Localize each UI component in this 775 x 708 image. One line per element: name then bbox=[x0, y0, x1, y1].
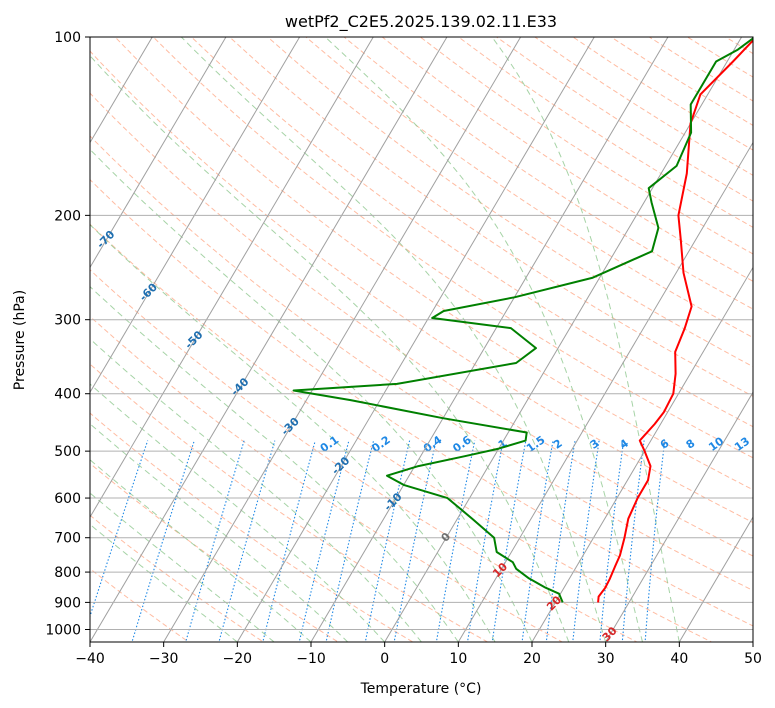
y-tick-label: 1000 bbox=[45, 623, 81, 639]
y-tick-label: 300 bbox=[54, 313, 81, 329]
dry-adiabat bbox=[90, 178, 753, 627]
mixing-ratio-line bbox=[621, 440, 645, 642]
plot-background bbox=[90, 37, 753, 642]
x-tick-label: 50 bbox=[744, 651, 762, 667]
y-tick-label: 200 bbox=[54, 208, 81, 224]
temperature-profile bbox=[597, 39, 753, 603]
isotherm bbox=[678, 516, 753, 642]
x-tick-label: −40 bbox=[75, 651, 105, 667]
mixing-ratio-line bbox=[90, 440, 149, 619]
y-tick-label: 600 bbox=[54, 491, 81, 507]
x-axis: −40 −30 −20 −10 0 10 20 30 40 50 bbox=[75, 642, 762, 667]
x-tick-label: 20 bbox=[523, 651, 541, 667]
dry-adiabat bbox=[191, 37, 753, 428]
y-tick-label: 900 bbox=[54, 595, 81, 611]
x-tick-label: 30 bbox=[597, 651, 615, 667]
mixing-ratio-line bbox=[364, 440, 411, 642]
y-tick-label: 400 bbox=[54, 387, 81, 403]
isotherm bbox=[457, 141, 753, 642]
dry-adiabat bbox=[90, 363, 489, 642]
y-axis: 100 200 300 400 500 600 700 800 900 1000 bbox=[45, 30, 90, 639]
y-tick-label: 500 bbox=[54, 444, 81, 460]
isotherm bbox=[90, 37, 301, 394]
plot-frame bbox=[89, 36, 754, 643]
isotherm bbox=[90, 37, 153, 144]
dry-adiabat bbox=[229, 37, 753, 397]
dewpoint-profile bbox=[292, 37, 753, 603]
mixing-ratio-line bbox=[521, 440, 554, 642]
mixing-ratio-line bbox=[491, 440, 527, 642]
mixing-ratio-line bbox=[298, 440, 350, 642]
isotherm bbox=[531, 266, 753, 642]
moist-adiabat bbox=[90, 423, 349, 642]
moist-adiabat bbox=[90, 55, 570, 642]
mixing-ratio-line bbox=[572, 440, 600, 642]
isotherm bbox=[163, 37, 522, 642]
x-tick-label: 40 bbox=[670, 651, 688, 667]
isotherm-label: -80 bbox=[47, 183, 70, 206]
isotherm bbox=[90, 37, 448, 642]
isotherm bbox=[384, 37, 743, 642]
mixing-ratio-line bbox=[325, 440, 375, 642]
isotherm bbox=[605, 391, 753, 642]
chart-title: wetPf2_C2E5.2025.139.02.11.E33 bbox=[285, 12, 557, 32]
moist-adiabat bbox=[90, 148, 533, 642]
moist-adiabat bbox=[324, 37, 643, 642]
dry-adiabat bbox=[90, 50, 753, 524]
y-tick-label: 800 bbox=[54, 565, 81, 581]
dry-adiabat bbox=[90, 514, 265, 642]
mixing-ratio-line bbox=[644, 440, 666, 642]
mixing-ratio-line bbox=[599, 440, 625, 642]
mixing-ratio-line bbox=[545, 440, 576, 642]
isotherm bbox=[236, 37, 595, 642]
x-tick-label: 0 bbox=[380, 651, 389, 667]
isotherm bbox=[0, 24, 13, 654]
x-tick-label: 10 bbox=[449, 651, 467, 667]
pressure-grid bbox=[90, 37, 753, 630]
x-tick-label: −20 bbox=[223, 651, 253, 667]
mixing-ratio-line bbox=[466, 440, 504, 642]
x-axis-title: Temperature (°C) bbox=[360, 681, 482, 697]
profiles bbox=[292, 37, 753, 603]
x-tick-label: −10 bbox=[296, 651, 326, 667]
moist-adiabat bbox=[90, 383, 385, 642]
y-tick-label: 100 bbox=[54, 30, 81, 46]
dry-adiabat bbox=[90, 568, 190, 642]
mixing-ratio-line bbox=[435, 440, 476, 642]
moist-adiabat bbox=[90, 286, 459, 642]
isotherm bbox=[90, 37, 374, 519]
mixing-ratio-line bbox=[393, 440, 437, 642]
y-tick-label: 700 bbox=[54, 531, 81, 547]
isotherm-label: -90 bbox=[5, 129, 28, 152]
moist-adiabat bbox=[90, 223, 496, 642]
isotherm bbox=[310, 37, 669, 642]
isotherm bbox=[90, 37, 227, 269]
dry-adiabat bbox=[267, 37, 753, 368]
y-axis-title: Pressure (hPa) bbox=[12, 290, 28, 390]
moist-adiabat bbox=[180, 37, 607, 642]
moist-adiabat bbox=[491, 37, 680, 642]
mixing-ratio-line bbox=[262, 440, 316, 642]
moist-adiabat bbox=[90, 338, 422, 642]
mixing-ratio-line bbox=[218, 440, 276, 642]
mixing-ratio-label: 16 bbox=[758, 434, 775, 454]
x-tick-label: −30 bbox=[149, 651, 179, 667]
